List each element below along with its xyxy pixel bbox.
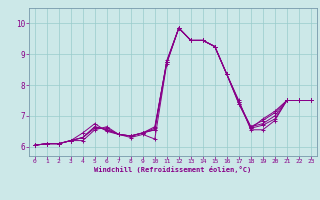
X-axis label: Windchill (Refroidissement éolien,°C): Windchill (Refroidissement éolien,°C)	[94, 166, 252, 173]
